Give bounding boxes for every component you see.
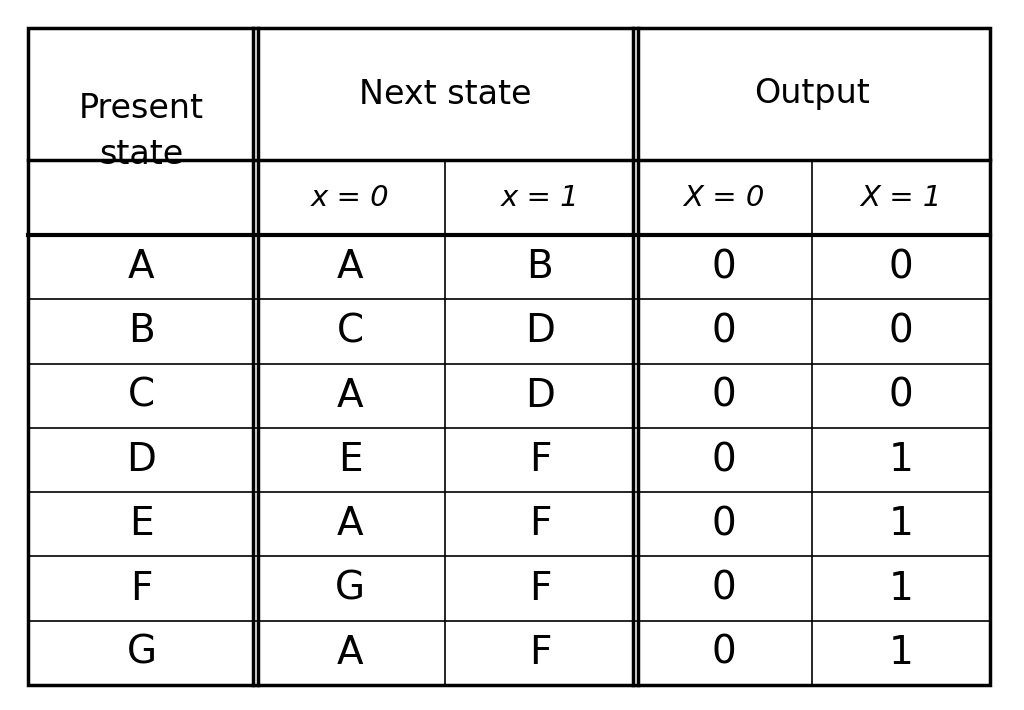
Text: D: D <box>525 312 555 351</box>
Text: A: A <box>128 248 155 286</box>
Text: x = 1: x = 1 <box>501 183 580 212</box>
Text: A: A <box>337 377 364 415</box>
Text: C: C <box>128 377 155 415</box>
Text: 0: 0 <box>711 569 736 608</box>
Text: 0: 0 <box>889 377 913 415</box>
Text: Next state: Next state <box>358 77 531 111</box>
Text: X = 0: X = 0 <box>683 183 764 212</box>
Text: 0: 0 <box>711 441 736 479</box>
Text: E: E <box>129 506 154 543</box>
Text: F: F <box>528 569 551 608</box>
Text: Output: Output <box>755 77 870 111</box>
Text: 0: 0 <box>711 312 736 351</box>
Text: B: B <box>128 312 155 351</box>
Text: A: A <box>337 506 364 543</box>
Text: 1: 1 <box>889 441 913 479</box>
Text: 0: 0 <box>711 377 736 415</box>
Text: x = 0: x = 0 <box>310 183 389 212</box>
Text: F: F <box>528 634 551 672</box>
Text: A: A <box>337 634 364 672</box>
Text: X = 1: X = 1 <box>860 183 942 212</box>
Text: 1: 1 <box>889 634 913 672</box>
Text: 0: 0 <box>711 506 736 543</box>
Text: 1: 1 <box>889 506 913 543</box>
Text: 0: 0 <box>889 248 913 286</box>
Text: Present
state: Present state <box>79 92 204 171</box>
Text: 0: 0 <box>889 312 913 351</box>
Text: A: A <box>337 248 364 286</box>
Text: E: E <box>338 441 362 479</box>
Text: 0: 0 <box>711 248 736 286</box>
Text: F: F <box>130 569 153 608</box>
Text: F: F <box>528 506 551 543</box>
Text: 0: 0 <box>711 634 736 672</box>
Text: C: C <box>337 312 364 351</box>
Text: G: G <box>335 569 366 608</box>
Text: D: D <box>127 441 157 479</box>
Text: D: D <box>525 377 555 415</box>
Text: 1: 1 <box>889 569 913 608</box>
Text: F: F <box>528 441 551 479</box>
Text: G: G <box>126 634 157 672</box>
Text: B: B <box>526 248 553 286</box>
